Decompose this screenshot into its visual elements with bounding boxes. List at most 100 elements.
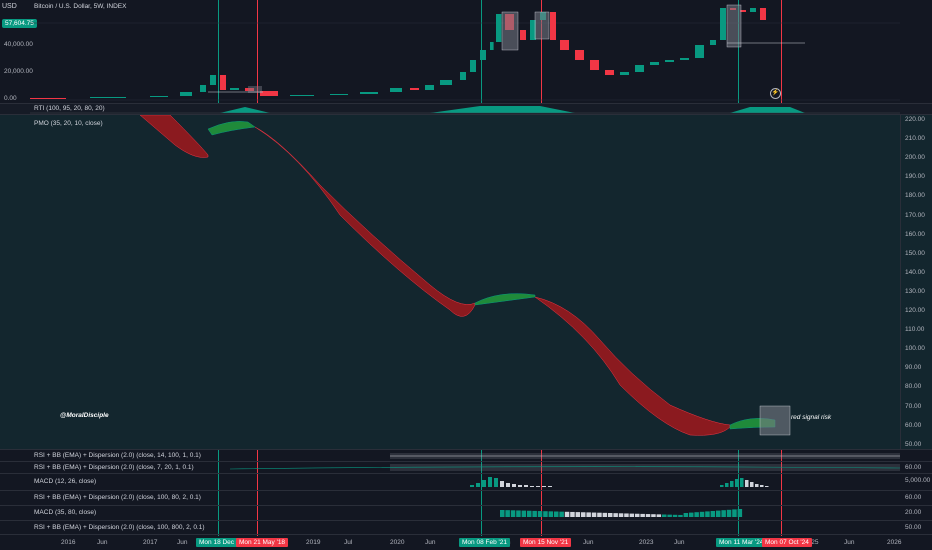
macd1-bar (755, 484, 759, 487)
macd1-bar (745, 480, 749, 487)
rsi-pane-3[interactable]: RSI + BB (EMA) + Dispersion (2.0) (close… (0, 491, 932, 506)
macd2-bar (635, 513, 640, 517)
candle (230, 88, 239, 90)
pmo-pane[interactable]: PMO (35, 20, 10, close) @MoralDisciple r… (0, 115, 932, 450)
rti-histogram (30, 106, 900, 114)
macd1-bar (494, 478, 498, 487)
candle (30, 98, 66, 99)
candle (710, 40, 716, 45)
macd2-bar (640, 513, 645, 517)
macd2-histogram (500, 509, 743, 517)
pmo-tick: 220.00 (905, 116, 925, 123)
pmo-tick: 70.00 (905, 402, 922, 410)
macd2-bar (564, 511, 570, 517)
macd2-bar (548, 511, 554, 517)
time-tick: 2016 (61, 539, 76, 546)
pmo-chart[interactable] (30, 115, 900, 450)
rsi4-tick: 50.00 (905, 524, 922, 531)
pmo-scale[interactable]: 220.00 210.00 200.00 190.00 180.00 170.00 160.… (900, 115, 932, 449)
date-tag: Mon 21 May '18 (236, 538, 289, 547)
macd2-bar (602, 512, 608, 517)
pmo-tick: 180.00 (905, 192, 925, 200)
candle (750, 8, 756, 12)
price-pane[interactable]: USD Bitcoin / U.S. Dollar, 5W, INDEX 57,… (0, 0, 932, 104)
price-tick: 0.00 (4, 95, 17, 102)
macd2-bar (624, 513, 629, 517)
pmo-tick: 210.00 (905, 135, 925, 143)
candle (90, 97, 126, 98)
macd1-bar (542, 486, 546, 487)
candles (30, 8, 766, 99)
candle (200, 85, 206, 92)
macd2-bar (705, 511, 710, 517)
macd2-bar (721, 510, 726, 517)
pmo-tick: 150.00 (905, 249, 925, 257)
macd-pane-2[interactable]: MACD (35, 80, close) 20.00 (0, 506, 932, 521)
macd1-bar (482, 480, 486, 487)
macd2-bar (716, 510, 721, 517)
rti-label[interactable]: RTI (100, 95, 20, 80, 20) (34, 105, 105, 112)
pmo-label[interactable]: PMO (35, 20, 10, close) (34, 120, 103, 127)
macd1-bar (476, 483, 480, 487)
rsi-pane-1[interactable]: RSI + BB (EMA) + Dispersion (2.0) (close… (0, 450, 932, 462)
date-tag: Mon 11 Mar '24 (716, 538, 767, 547)
macd1-bar (765, 486, 769, 487)
date-tag: Mon 15 Nov '21 (520, 538, 572, 547)
rsi2-label[interactable]: RSI + BB (EMA) + Dispersion (2.0) (close… (34, 464, 194, 471)
time-tick: Jul (344, 539, 353, 546)
time-tick: Jun (177, 539, 188, 546)
time-axis[interactable]: 2016Jun2017Jun2018Jun2019Jul2020Jun2021J… (0, 536, 932, 550)
rsi3-label[interactable]: RSI + BB (EMA) + Dispersion (2.0) (close… (34, 494, 201, 501)
macd1-bar (740, 478, 744, 487)
pmo-tick: 80.00 (905, 383, 922, 391)
macd-pane-1[interactable]: MACD (12, 26, close) 5,000.00 (0, 474, 932, 491)
rsi1-label[interactable]: RSI + BB (EMA) + Dispersion (2.0) (close… (34, 452, 201, 459)
price-tick: 20,000.00 (4, 68, 33, 75)
time-tick: Jun (97, 539, 108, 546)
symbol-title[interactable]: Bitcoin / U.S. Dollar, 5W, INDEX (34, 3, 127, 10)
price-chart[interactable] (30, 0, 900, 104)
time-tick: 2017 (143, 539, 158, 546)
candle (245, 88, 254, 91)
macd2-bar (521, 510, 527, 517)
macd1-bar (735, 479, 739, 487)
rsi2-tick: 60.00 (905, 464, 922, 471)
candle (290, 95, 314, 96)
macd2-bar (597, 512, 602, 517)
candle (520, 30, 526, 40)
macd2-bar (510, 510, 516, 517)
candle (180, 92, 192, 96)
macd2-tick: 20.00 (905, 509, 922, 516)
macd1-bar (725, 483, 729, 487)
macd2-bar (554, 511, 559, 517)
candle (260, 91, 278, 96)
macd2-bar (532, 510, 537, 517)
macd2-bar (543, 511, 548, 517)
macd2-bar (710, 511, 716, 517)
macd1-tick: 5,000.00 (905, 477, 931, 484)
lightning-icon[interactable]: ⚡ (770, 88, 781, 99)
macd2-bar (591, 512, 597, 517)
candle (680, 58, 689, 60)
macd1-bar (470, 485, 474, 487)
macd2-bar (570, 511, 575, 517)
macd1-label[interactable]: MACD (12, 26, close) (34, 478, 97, 485)
macd1-bar (506, 483, 510, 487)
candle (650, 62, 659, 65)
rsi1-lines (390, 453, 900, 459)
date-tag: Mon 07 Oct '24 (762, 538, 812, 547)
time-tick: 2026 (887, 539, 902, 546)
candle (460, 72, 466, 80)
macd2-label[interactable]: MACD (35, 80, close) (34, 509, 97, 516)
pmo-tick: 90.00 (905, 364, 922, 372)
pmo-tick: 110.00 (905, 326, 925, 334)
rti-pane[interactable]: RTI (100, 95, 20, 80, 20) (0, 104, 932, 115)
macd1-bar (750, 482, 754, 487)
rsi4-label[interactable]: RSI + BB (EMA) + Dispersion (2.0) (close… (34, 524, 205, 531)
macd1-bar (730, 481, 734, 487)
pmo-tick: 190.00 (905, 173, 925, 181)
rsi-pane-2[interactable]: RSI + BB (EMA) + Dispersion (2.0) (close… (0, 462, 932, 474)
macd2-bar (581, 512, 586, 517)
currency-label[interactable]: USD (2, 3, 17, 10)
rsi-pane-4[interactable]: RSI + BB (EMA) + Dispersion (2.0) (close… (0, 521, 932, 535)
